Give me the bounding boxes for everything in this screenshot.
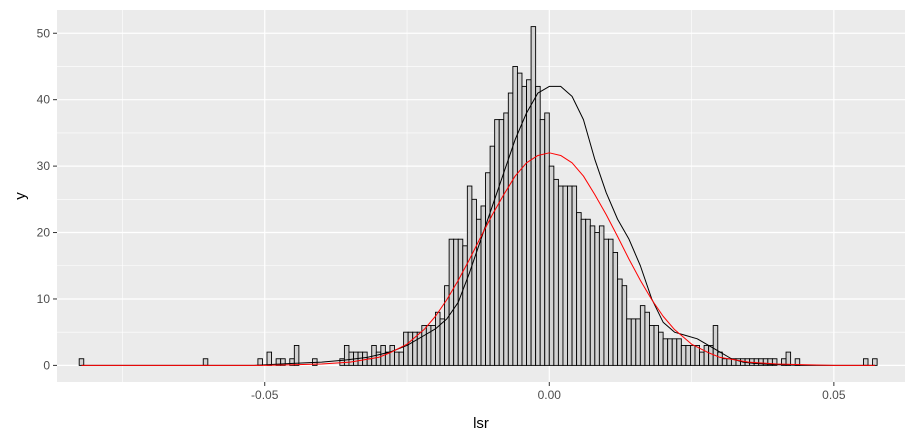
x-axis: -0.05 0.00 0.05	[251, 382, 846, 402]
histogram-bar	[630, 318, 637, 366]
histogram-bar	[771, 358, 778, 366]
histogram-bar	[571, 185, 578, 366]
histogram-bar	[403, 331, 409, 366]
histogram-bar	[717, 351, 723, 366]
y-tick-label: 50	[37, 26, 51, 40]
histogram-bar	[612, 252, 619, 366]
histogram-bar	[389, 345, 395, 366]
histogram-bar	[580, 218, 587, 366]
histogram-bar	[562, 185, 568, 366]
histogram-bar	[708, 345, 714, 366]
histogram-bar	[676, 338, 682, 366]
histogram-bar	[398, 351, 405, 366]
y-tick-label: 20	[37, 226, 51, 240]
histogram-bar	[653, 325, 660, 366]
histogram-bar	[366, 358, 373, 366]
histogram-bar	[585, 218, 591, 366]
histogram-bar	[457, 238, 464, 366]
histogram-bar	[758, 358, 764, 366]
histogram-bar	[699, 351, 705, 366]
histogram-bar	[667, 338, 673, 366]
histogram-bar	[503, 112, 509, 366]
histogram-bar	[202, 358, 209, 366]
histogram-bar	[703, 345, 710, 366]
histogram-bar	[494, 119, 500, 366]
histogram-bar	[639, 305, 646, 366]
histogram-bar	[603, 238, 609, 366]
histogram-bar	[489, 145, 496, 366]
histogram-bar	[516, 72, 523, 366]
histogram-bar	[617, 278, 623, 366]
normal-curve	[81, 152, 875, 366]
histogram-bars	[78, 26, 878, 366]
histogram-bar	[266, 351, 273, 366]
histogram-bar	[635, 318, 641, 366]
histogram-bar	[671, 338, 678, 366]
histogram-bar	[362, 351, 368, 366]
y-axis: 0 10 20 30 40 50	[37, 26, 57, 372]
histogram-bar	[498, 119, 505, 366]
histogram-bar	[785, 351, 792, 366]
histogram-bar	[576, 212, 582, 366]
x-tick-label: 0.05	[822, 388, 846, 402]
histogram-bar	[394, 351, 400, 366]
x-axis-title: lsr	[473, 415, 489, 432]
histogram-bar	[448, 238, 455, 366]
minor-gridlines	[57, 0, 905, 382]
histogram-bar	[594, 232, 600, 366]
histogram-bar	[567, 185, 573, 366]
histogram-bar	[689, 345, 696, 366]
histogram-bar	[293, 345, 300, 366]
histogram-bar	[553, 178, 559, 366]
histogram-bar	[649, 325, 655, 366]
histogram-bar	[439, 318, 446, 366]
histogram-bar	[512, 66, 518, 366]
y-tick-label: 0	[43, 358, 50, 372]
histogram-bar	[589, 225, 596, 366]
histogram-bar	[694, 345, 700, 366]
histogram-bar	[872, 358, 878, 366]
histogram-bar	[539, 119, 546, 366]
y-tick-label: 30	[37, 159, 51, 173]
histogram-bar	[435, 311, 441, 366]
histogram-bar	[526, 79, 532, 366]
y-tick-label: 10	[37, 292, 51, 306]
histogram-bar	[712, 325, 719, 366]
histogram-bar	[626, 318, 632, 366]
histogram-bar	[521, 85, 527, 366]
histogram-bar	[548, 165, 555, 366]
histogram-bar	[658, 331, 664, 366]
histogram-bar	[680, 345, 687, 366]
x-tick-label: -0.05	[251, 388, 279, 402]
histogram-bar	[485, 172, 491, 366]
histogram-bar	[257, 358, 263, 366]
histogram-bar	[863, 358, 869, 366]
curves	[81, 85, 875, 366]
histogram-bar	[685, 345, 691, 366]
y-axis-title: y	[12, 192, 29, 200]
histogram-bar	[535, 85, 541, 366]
histogram-bar	[608, 238, 614, 366]
histogram-bar	[644, 311, 650, 366]
y-tick-label: 40	[37, 93, 51, 107]
histogram-bar	[471, 198, 477, 366]
histogram-bar	[507, 92, 514, 366]
histogram-bar	[726, 358, 732, 366]
histogram-bar	[453, 238, 459, 366]
histogram-bar	[662, 338, 669, 366]
histogram-bar	[78, 358, 85, 366]
x-tick-label: 0.00	[538, 388, 562, 402]
histogram-bar	[557, 185, 564, 366]
histogram-bar	[530, 26, 537, 366]
density-curve	[81, 85, 875, 366]
histogram-bar	[621, 285, 628, 366]
histogram-bar	[544, 112, 550, 366]
histogram-bar	[598, 225, 605, 366]
histogram-bar	[407, 331, 414, 366]
histogram-bar	[721, 358, 728, 366]
